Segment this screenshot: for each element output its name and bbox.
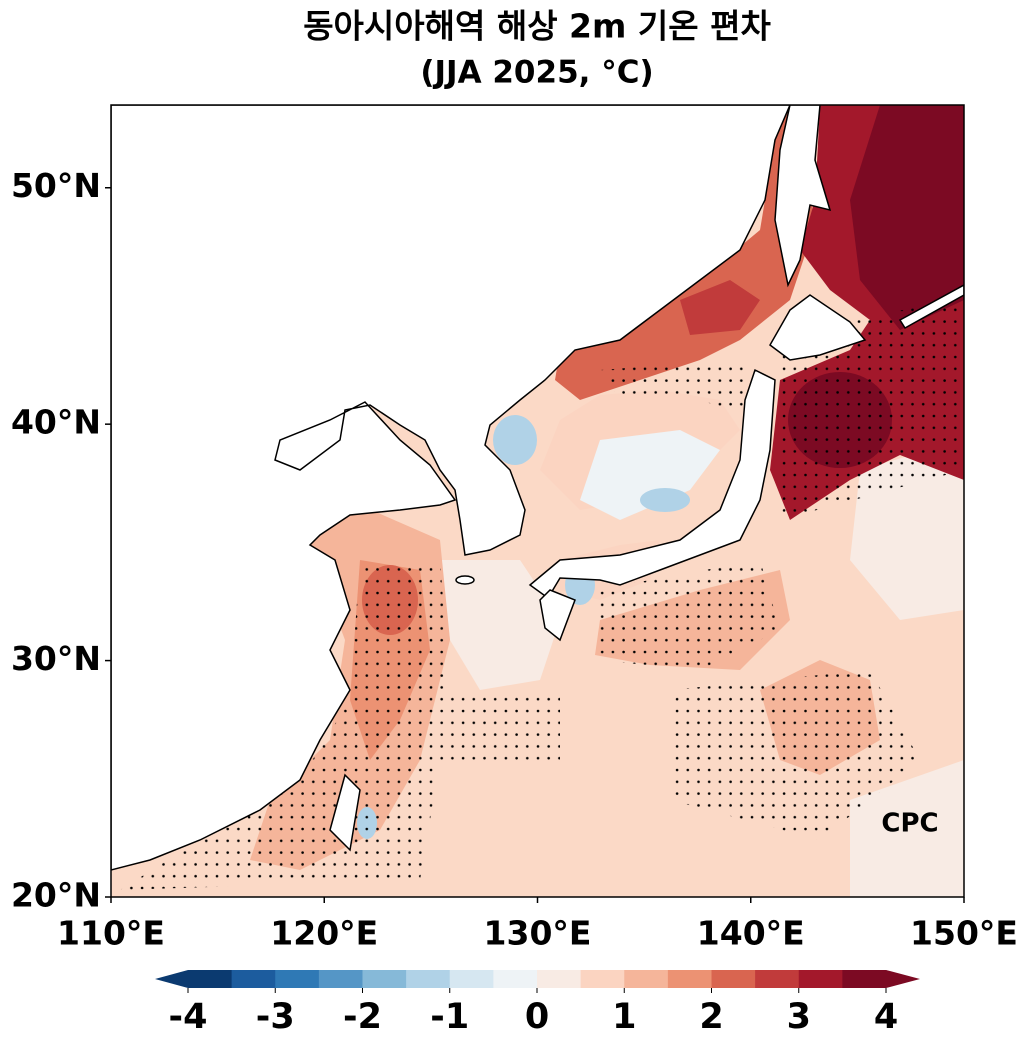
colorbar-extend	[155, 970, 188, 988]
x-tick-label: 150°E	[910, 914, 1018, 953]
colorbar-bin	[755, 970, 800, 988]
colorbar-tick-label: 4	[874, 997, 898, 1037]
x-tick-label: 120°E	[270, 914, 378, 953]
x-tick-label: 130°E	[484, 914, 592, 953]
colorbar-tick-label: -3	[256, 997, 295, 1037]
land	[111, 105, 964, 871]
colorbar-tick-label: 1	[612, 997, 636, 1037]
field-region	[850, 760, 964, 897]
x-tick-label: 110°E	[57, 914, 165, 953]
field-region	[440, 560, 560, 690]
colorbar-tick-label: 0	[525, 997, 549, 1037]
stipple	[595, 560, 780, 670]
colorbar-bin	[362, 970, 407, 988]
colorbar-tick-label: 2	[699, 997, 723, 1037]
colorbar-tick-label: -2	[343, 997, 382, 1037]
colorbar-bin	[318, 970, 363, 988]
y-tick-label: 20°N	[11, 876, 101, 915]
field-region	[493, 415, 537, 465]
stipple	[670, 670, 920, 840]
colorbar-bin	[188, 970, 233, 988]
colorbar-bin	[624, 970, 669, 988]
field-region	[680, 280, 760, 335]
stipple	[600, 360, 760, 420]
field-region	[580, 430, 720, 520]
chart-title: 동아시아해역 해상 2m 기온 편차	[303, 7, 771, 46]
colorbar-tick-label: -1	[430, 997, 469, 1037]
chart-subtitle: (JJA 2025, °C)	[420, 55, 653, 91]
colorbar-bin	[842, 970, 887, 988]
x-tick-label: 140°E	[697, 914, 805, 953]
colorbar-bin	[231, 970, 276, 988]
colorbar-bin	[798, 970, 843, 988]
y-tick-label: 50°N	[11, 166, 101, 205]
colorbar-bin	[406, 970, 451, 988]
colorbar-bin	[580, 970, 625, 988]
logo: CPC	[881, 809, 938, 839]
y-tick-label: 40°N	[11, 403, 101, 442]
colorbar-tick-label: 3	[787, 997, 811, 1037]
field-region	[555, 105, 820, 400]
colorbar-bin	[275, 970, 320, 988]
colorbar-bin	[449, 970, 494, 988]
field-region	[850, 105, 964, 330]
colorbar-bin	[667, 970, 712, 988]
colorbar-bin	[537, 970, 582, 988]
colorbar-extend	[886, 970, 920, 988]
map-field	[111, 105, 964, 897]
stipple	[780, 300, 964, 520]
y-tick-label: 30°N	[11, 639, 101, 678]
colorbar-bin	[493, 970, 538, 988]
colorbar-tick-label: -4	[169, 997, 208, 1037]
colorbar-bin	[711, 970, 756, 988]
stipple	[120, 560, 560, 890]
field-region	[640, 488, 690, 512]
